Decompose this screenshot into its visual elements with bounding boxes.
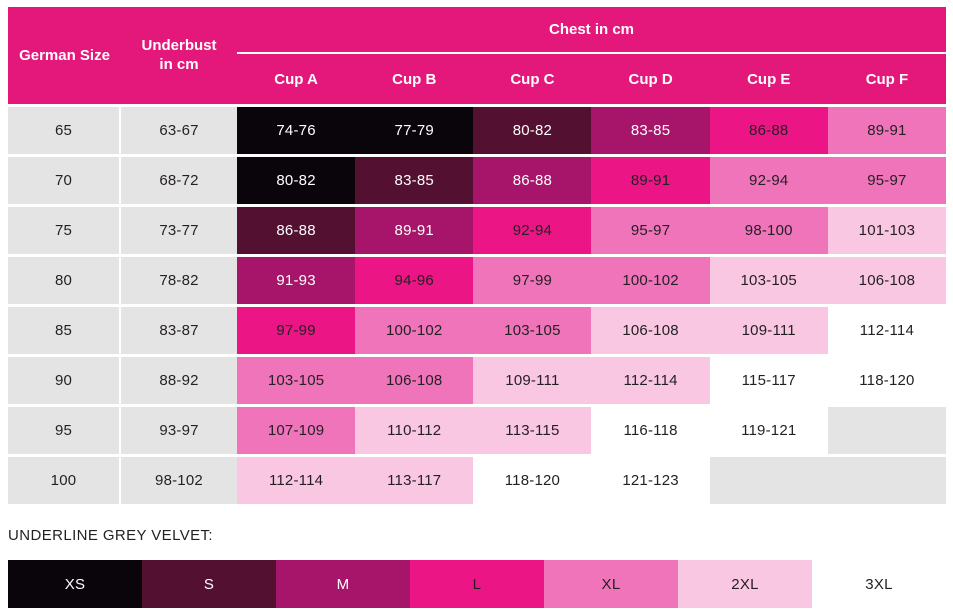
- underbust-cell: 93-97: [121, 407, 237, 454]
- legend-row: XS S M L XL 2XL 3XL: [8, 560, 946, 608]
- cup-range-cell: 95-97: [591, 207, 710, 254]
- cup-range-cell: 86-88: [709, 107, 828, 154]
- cup-range-cell: 113-117: [355, 457, 474, 504]
- cup-range-cell: 106-108: [591, 307, 710, 354]
- cup-range-cell: 103-105: [237, 357, 356, 404]
- underbust-cell: 78-82: [121, 257, 237, 304]
- legend-size-cell: 2XL: [678, 560, 812, 608]
- cup-range-cell: 119-121: [709, 407, 828, 454]
- cup-range-cell: 89-91: [355, 207, 474, 254]
- german-size-cell: 70: [8, 157, 121, 204]
- cup-range-cell: 94-96: [355, 257, 474, 304]
- chest-group-header: Chest in cm: [548, 21, 635, 38]
- underbust-cell: 63-67: [121, 107, 237, 154]
- cup-range-cell: 86-88: [237, 207, 356, 254]
- cup-range-cell: 112-114: [237, 457, 356, 504]
- cup-range-cell: 80-82: [473, 107, 592, 154]
- cup-header: Cup F: [865, 70, 909, 88]
- cup-range-cell: 110-112: [355, 407, 474, 454]
- german-size-cell: 100: [8, 457, 121, 504]
- cup-range-cell: 74-76: [237, 107, 356, 154]
- cup-range-cell: 100-102: [355, 307, 474, 354]
- cup-range-cell: 101-103: [827, 207, 946, 254]
- cup-range-cell: 92-94: [473, 207, 592, 254]
- cup-range-cell: 109-111: [473, 357, 592, 404]
- legend-size-cell: L: [410, 560, 544, 608]
- german-size-cell: 75: [8, 207, 121, 254]
- cup-range-cell: 112-114: [591, 357, 710, 404]
- legend-size-cell: M: [276, 560, 410, 608]
- cup-range-cell: 103-105: [709, 257, 828, 304]
- cup-range-cell: 118-120: [473, 457, 592, 504]
- cup-range-cell: 112-114: [827, 307, 946, 354]
- underbust-cell: 73-77: [121, 207, 237, 254]
- cup-range-cell: 115-117: [709, 357, 828, 404]
- cup-range-cell: 98-100: [709, 207, 828, 254]
- cup-header-row: Cup A Cup B Cup C Cup D Cup E Cup F: [237, 52, 946, 104]
- cup-range-cell: 100-102: [591, 257, 710, 304]
- cup-header: Cup D: [628, 70, 673, 88]
- cup-range-cell: 116-118: [591, 407, 710, 454]
- german-size-cell: 65: [8, 107, 121, 154]
- underbust-cell: 68-72: [121, 157, 237, 204]
- cup-range-cell: 103-105: [473, 307, 592, 354]
- cup-range-cell: 95-97: [827, 157, 946, 204]
- german-size-header: German Size: [19, 47, 110, 64]
- cup-header: Cup A: [274, 70, 318, 88]
- cup-range-cell: 92-94: [709, 157, 828, 204]
- german-size-cell: 80: [8, 257, 121, 304]
- cup-range-cell: [827, 407, 946, 454]
- underbust-cell: 98-102: [121, 457, 237, 504]
- size-table-header: German Size Underbust in cm Chest in cm …: [8, 7, 946, 104]
- chest-header-group: Chest in cm Cup A Cup B Cup C Cup D Cup E Cup…: [237, 7, 946, 104]
- underbust-header: Underbust in cm: [141, 36, 217, 73]
- legend-size-cell: XL: [544, 560, 678, 608]
- underbust-cell: 88-92: [121, 357, 237, 404]
- cup-range-cell: 83-85: [355, 157, 474, 204]
- german-size-cell: 95: [8, 407, 121, 454]
- cup-range-cell: 121-123: [591, 457, 710, 504]
- cup-range-cell: 107-109: [237, 407, 356, 454]
- german-size-cell: 85: [8, 307, 121, 354]
- cup-range-cell: [827, 457, 946, 504]
- cup-range-cell: 89-91: [591, 157, 710, 204]
- cup-header: Cup C: [510, 70, 555, 88]
- legend-title: UNDERLINE GREY VELVET:: [8, 527, 213, 544]
- cup-range-cell: 86-88: [473, 157, 592, 204]
- legend-size-cell: S: [142, 560, 276, 608]
- cup-range-cell: 83-85: [591, 107, 710, 154]
- cup-range-cell: 113-115: [473, 407, 592, 454]
- size-table-body: 65 63-67 74-76 77-79 80-82 83-85 86-88 89-91 70 6…: [8, 107, 946, 504]
- legend-size-cell: 3XL: [812, 560, 946, 608]
- cup-range-cell: 77-79: [355, 107, 474, 154]
- cup-header: Cup E: [747, 70, 791, 88]
- cup-range-cell: 106-108: [827, 257, 946, 304]
- cup-header: Cup B: [392, 70, 437, 88]
- cup-range-cell: 118-120: [827, 357, 946, 404]
- cup-range-cell: [709, 457, 828, 504]
- cup-range-cell: 80-82: [237, 157, 356, 204]
- legend-size-cell: XS: [8, 560, 142, 608]
- cup-range-cell: 106-108: [355, 357, 474, 404]
- cup-range-cell: 97-99: [473, 257, 592, 304]
- cup-range-cell: 97-99: [237, 307, 356, 354]
- underbust-cell: 83-87: [121, 307, 237, 354]
- cup-range-cell: 89-91: [827, 107, 946, 154]
- german-size-cell: 90: [8, 357, 121, 404]
- cup-range-cell: 91-93: [237, 257, 356, 304]
- cup-range-cell: 109-111: [709, 307, 828, 354]
